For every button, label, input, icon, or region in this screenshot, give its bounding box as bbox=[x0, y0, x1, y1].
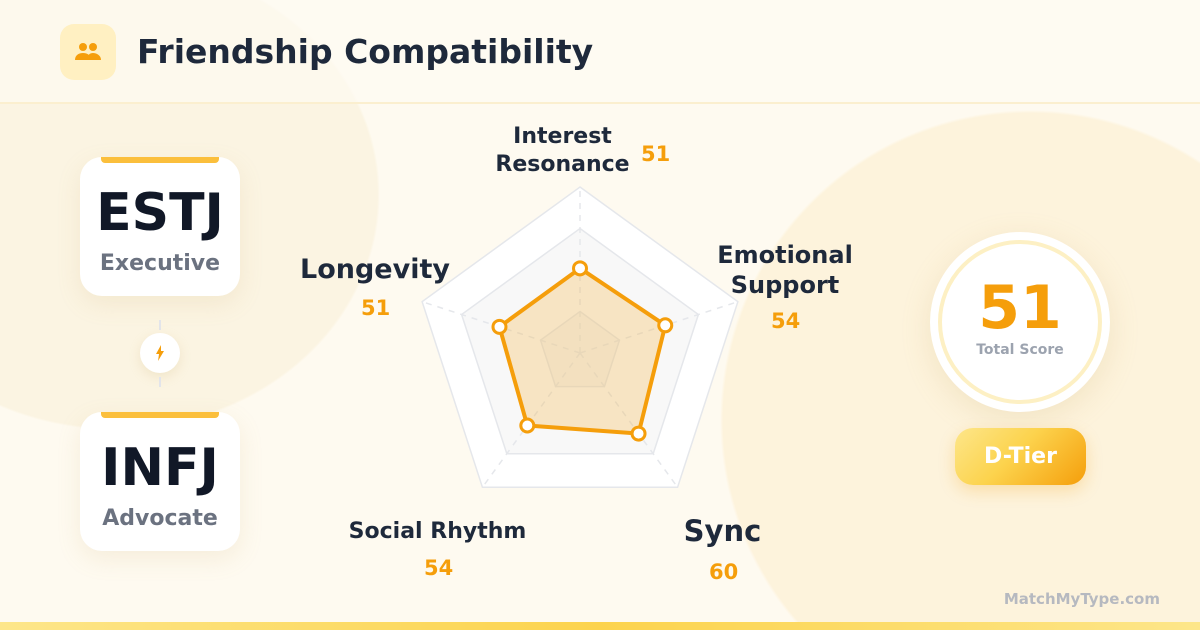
type-name: Executive bbox=[99, 251, 221, 276]
axis-line bbox=[579, 352, 679, 488]
bottom-accent-bar bbox=[0, 622, 1200, 630]
axis-label-social-rhythm: Social Rhythm bbox=[348, 519, 527, 544]
total-score-circle: 51 Total Score bbox=[930, 232, 1110, 412]
label-line: Emotional bbox=[717, 241, 853, 269]
data-point-emotional-support bbox=[657, 317, 674, 334]
axis-label-emotional-support: Emotional Support bbox=[705, 240, 865, 300]
data-area bbox=[497, 266, 668, 436]
divider bbox=[159, 377, 161, 387]
axis-line bbox=[579, 300, 739, 354]
card-accent bbox=[101, 412, 219, 418]
total-score-value: 51 bbox=[978, 273, 1062, 343]
card-accent bbox=[101, 157, 219, 163]
label-line: Support bbox=[730, 271, 840, 299]
label-line: Resonance bbox=[495, 151, 630, 177]
label-line: Interest bbox=[513, 124, 612, 149]
data-point-sync bbox=[630, 425, 647, 442]
header: Friendship Compatibility bbox=[0, 0, 1200, 104]
axis-label-sync: Sync bbox=[683, 514, 762, 548]
axis-line bbox=[481, 352, 581, 488]
value-emotional-support: 54 bbox=[771, 309, 801, 333]
users-icon bbox=[60, 24, 116, 80]
type-name: Advocate bbox=[102, 506, 218, 531]
data-point-longevity bbox=[491, 318, 508, 335]
type-card-infj: INFJ Advocate bbox=[80, 412, 240, 551]
value-interest-resonance: 51 bbox=[641, 142, 671, 166]
score-ring: 51 Total Score bbox=[938, 240, 1102, 404]
lightning-icon bbox=[140, 333, 180, 373]
data-point-interest-resonance bbox=[572, 260, 588, 277]
divider bbox=[159, 320, 161, 330]
axis-label-interest-resonance: Interest Resonance bbox=[480, 123, 645, 178]
tier-badge: D-Tier bbox=[955, 428, 1086, 485]
data-point-social-rhythm bbox=[519, 417, 536, 434]
footer-brand: MatchMyType.com bbox=[1003, 590, 1160, 608]
type-card-estj: ESTJ Executive bbox=[80, 157, 240, 296]
type-code: ESTJ bbox=[96, 183, 224, 243]
total-score-caption: Total Score bbox=[976, 342, 1064, 358]
value-sync: 60 bbox=[709, 560, 739, 584]
axis-line bbox=[421, 300, 581, 354]
type-code: INFJ bbox=[101, 438, 219, 498]
page-title: Friendship Compatibility bbox=[137, 32, 594, 71]
axis-label-longevity: Longevity bbox=[300, 254, 450, 285]
value-social-rhythm: 54 bbox=[424, 556, 454, 580]
value-longevity: 51 bbox=[361, 296, 391, 320]
